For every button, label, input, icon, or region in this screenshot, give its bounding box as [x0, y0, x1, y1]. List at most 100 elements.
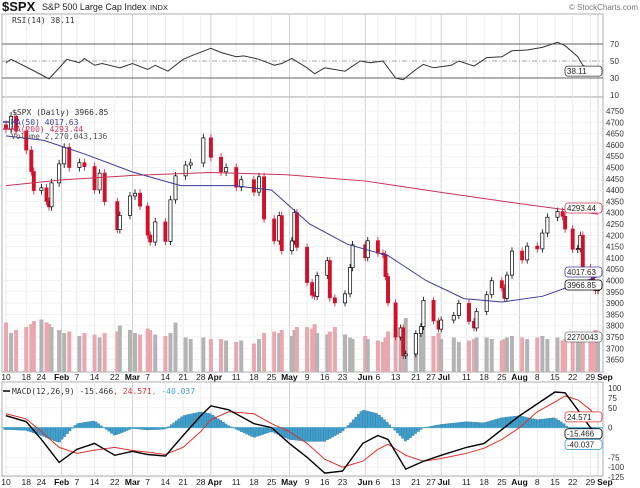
candle-body: [29, 149, 34, 172]
ma200-line: [5, 171, 599, 215]
candle-body: [173, 175, 178, 201]
date-tick-label: 18: [479, 477, 489, 487]
date-tick-label: 25: [497, 477, 507, 487]
macd-histogram-bar: [497, 418, 501, 428]
volume-bar: [14, 330, 19, 372]
candle-body: [294, 212, 299, 248]
macd-signal-tag: 24.571: [567, 413, 592, 422]
candle-body: [315, 274, 320, 297]
macd-histogram-bar: [526, 417, 529, 428]
candle-body: [39, 187, 44, 191]
price-tick-label: 4650: [606, 130, 624, 139]
macd-histogram-bar: [468, 421, 472, 428]
candle-body: [145, 205, 150, 236]
date-tick-label: 11: [462, 477, 471, 487]
date-tick-label: May: [281, 372, 298, 382]
macd-histogram-bar: [307, 427, 311, 442]
volume-bar: [363, 336, 368, 372]
volume-bar: [489, 339, 494, 372]
copyright: © StockCharts.com: [569, 3, 638, 12]
volume-bar: [24, 327, 29, 372]
price-tick-label: 3900: [606, 299, 624, 308]
volume-legend: Volume 2,270,043,136: [11, 132, 108, 141]
candle-body: [117, 215, 122, 231]
rsi-frame: [1, 13, 604, 98]
candle-body: [499, 280, 504, 289]
rsi-tick-label: 30: [610, 74, 619, 83]
macd-histogram-bar: [541, 418, 545, 428]
macd-histogram-bar: [513, 416, 516, 428]
date-tick-label: 23: [338, 372, 348, 382]
price-tick-label: 4450: [606, 175, 624, 184]
ma200-legend: MA(200) 4293.44: [11, 125, 83, 134]
macd-histogram-bar: [123, 427, 126, 432]
macd-histogram-bar: [188, 414, 191, 428]
price-tick-label: 4100: [606, 254, 624, 263]
macd-histogram-bar: [401, 427, 405, 439]
volume-bar: [67, 331, 72, 372]
price-tick-label: 3750: [606, 333, 624, 342]
volume-bar: [504, 337, 509, 372]
volume-bar: [348, 337, 353, 372]
macd-histogram-bar: [50, 427, 54, 440]
macd-histogram-bar: [219, 420, 223, 428]
candle-body: [439, 319, 444, 330]
candle-body: [239, 179, 244, 188]
price-tick-label: 3850: [606, 310, 624, 319]
date-tick-label: 7: [145, 372, 150, 382]
candle-body: [128, 195, 132, 216]
volume-bar: [92, 334, 97, 372]
macd-histogram-bar: [494, 419, 498, 428]
macd-histogram-bar: [377, 414, 381, 428]
date-tick-label: 21: [178, 477, 188, 487]
date-tick-label: 18: [479, 372, 489, 382]
macd-histogram-bar: [318, 427, 321, 442]
macd-histogram-bar: [336, 427, 340, 435]
date-tick-label: 18: [249, 477, 259, 487]
macd-histogram-bar: [120, 427, 124, 433]
volume-bar: [262, 333, 267, 372]
macd-tick-label: 50: [608, 404, 617, 413]
date-tick-label: Jun: [358, 372, 373, 382]
volume-bar: [590, 334, 595, 372]
date-tick-label: 21: [178, 372, 188, 382]
price-tick-label: 4550: [606, 152, 624, 161]
macd-histogram-bar: [372, 412, 376, 428]
macd-histogram-bar: [211, 414, 215, 428]
macd-histogram-bar: [341, 427, 345, 432]
candle-body: [431, 300, 436, 322]
macd-histogram-bar: [471, 421, 475, 428]
macd-histogram-bar: [312, 427, 316, 442]
volume-bar: [588, 337, 593, 372]
date-tick-label: 24: [37, 477, 47, 487]
date-tick-label: 22: [110, 372, 120, 382]
price-panel: [4, 112, 600, 372]
volume-bar: [466, 340, 471, 372]
macd-histogram-bar: [492, 419, 496, 428]
macd-histogram-bar: [463, 421, 467, 428]
macd-histogram-bar: [55, 427, 59, 442]
candle-body: [575, 248, 580, 250]
date-tick-label: 15: [550, 372, 560, 382]
macd-histogram-bar: [47, 427, 51, 439]
macd-histogram-bar: [518, 415, 522, 428]
candle-body: [451, 315, 456, 321]
candle-body: [456, 302, 461, 316]
date-tick-label: 22: [568, 477, 578, 487]
macd-histogram-bar: [484, 422, 488, 428]
candle-body: [560, 211, 565, 217]
volume-bar: [499, 340, 504, 372]
macd-histogram-bar: [42, 427, 46, 437]
macd-histogram-bar: [193, 412, 197, 428]
candle-body: [375, 240, 380, 254]
date-tick-label: 9: [305, 372, 310, 382]
date-tick-label: Jul: [438, 477, 450, 487]
macd-histogram-bar: [549, 418, 553, 428]
candle-body: [44, 187, 49, 202]
legends: RSI(14) 38.11 $SPX (Daily) 3966.85 MA(50…: [3, 16, 195, 396]
candle-body: [535, 245, 540, 250]
macd-histogram-bar: [81, 422, 85, 428]
macd-histogram-bar: [357, 414, 360, 428]
volume-bar: [183, 337, 188, 372]
date-tick-label: 21: [411, 477, 421, 487]
